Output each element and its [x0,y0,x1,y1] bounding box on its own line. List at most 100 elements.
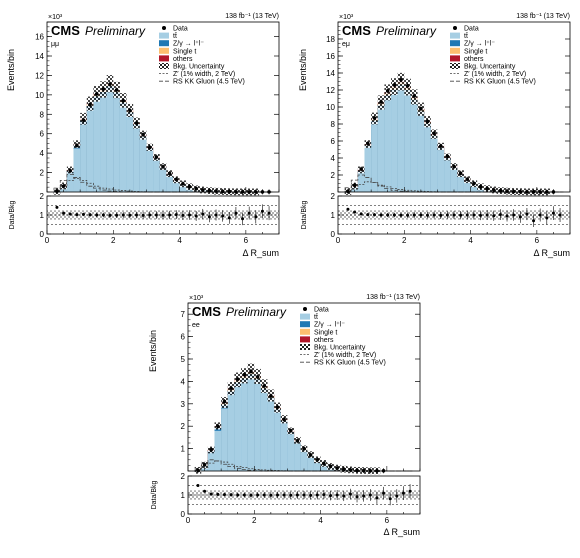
data-point-19 [181,182,185,186]
legend-swatch [300,314,310,320]
legend-label: tt̄ [314,313,318,321]
data-point-5 [379,100,383,104]
ratio-point-31 [402,492,405,495]
ratio-point-29 [539,214,542,217]
ratio-point-28 [532,219,535,222]
x-axis-label: Δ R_sum [242,248,279,258]
y-exponent-label: ×10³ [339,14,354,21]
data-point-7 [102,87,106,91]
channel-label: μμ [51,41,59,48]
stack-layer-tt-11 [127,114,134,192]
legend-label: Data [464,26,479,33]
data-point-11 [269,394,273,398]
stack-layer-tt-6 [384,97,391,192]
ratio-y-tick-label: 1 [331,211,336,220]
y-tick-label: 12 [35,71,44,80]
data-point-3 [216,424,220,428]
legend-swatch [450,33,460,39]
legend-label: RS KK Gluon (4.5 TeV) [314,360,386,367]
ratio-point-14 [148,214,151,217]
ratio-point-16 [453,214,456,217]
x-tick-label: 2 [402,236,407,245]
ratio-point-11 [128,214,131,217]
y-axis-label: Events/bin [148,330,158,372]
data-point-17 [309,453,313,457]
data-point-14 [148,146,152,150]
stack-layer-tt-13 [140,138,147,192]
legend-swatch [300,321,310,327]
x-tick-label: 0 [186,516,191,525]
ratio-point-18 [175,213,178,216]
data-point-17 [459,172,463,176]
data-point-3 [75,144,79,148]
ratio-point-29 [389,497,392,500]
stack-layer-tt-9 [113,95,120,192]
x-axis-label: Δ R_sum [533,248,570,258]
stack-layer-tt-2 [67,173,74,192]
data-point-6 [95,92,99,96]
data-point-20 [329,464,333,468]
ratio-point-30 [395,494,398,497]
ratio-point-22 [492,214,495,217]
ratio-point-26 [369,494,372,497]
ratio-point-8 [399,214,402,217]
cms-label: CMS [192,304,221,319]
ratio-point-27 [234,212,237,215]
data-point-6 [386,89,390,93]
stack-layer-tt-12 [424,124,431,192]
data-point-0 [196,469,200,473]
ratio-point-18 [316,494,319,497]
data-point-20 [479,185,483,189]
stack-layer-tt-4 [371,122,378,192]
preliminary-label: Preliminary [85,24,146,38]
stack-layer-tt-15 [294,442,301,471]
legend-swatch [450,48,460,54]
legend-label: Data [173,26,188,33]
cms-label: CMS [51,23,80,38]
ratio-point-3 [216,493,219,496]
legend-marker-data [303,307,307,311]
y-tick-label: 14 [326,69,335,78]
ratio-point-2 [210,493,213,496]
data-point-4 [82,118,86,122]
data-point-10 [121,99,125,103]
y-tick-label: 8 [40,110,45,119]
ratio-y-axis-label: Data/Bkg [9,200,16,229]
legend-swatch [159,40,169,46]
legend-swatch [300,329,310,335]
data-point-1 [203,463,207,467]
legend-marker-data [453,26,457,30]
ratio-point-0 [346,208,349,211]
legend-label: tt̄ [173,32,177,40]
ratio-point-21 [336,494,339,497]
ratio-point-25 [512,214,515,217]
ratio-point-31 [261,210,264,213]
data-point-24 [505,189,509,193]
channel-label: eμ [342,41,350,48]
data-point-5 [88,103,92,107]
data-point-25 [221,190,225,194]
x-tick-label: 6 [244,236,249,245]
ratio-point-6 [236,494,239,497]
data-point-14 [439,144,443,148]
lumi-label: 138 fb⁻¹ (13 TeV) [366,294,420,301]
legend-swatch [159,55,169,61]
ratio-y-axis-label: Data/Bkg [301,200,308,229]
ratio-point-2 [360,213,363,216]
legend-swatch [450,40,460,46]
ratio-point-12 [276,494,279,497]
ratio-point-32 [559,214,562,217]
data-point-6 [236,377,240,381]
ratio-point-5 [89,213,92,216]
ratio-point-1 [353,211,356,214]
y-tick-label: 8 [331,120,336,129]
data-point-2 [359,167,363,171]
stack-layer-tt-11 [418,112,425,192]
legend-label: Z′ (1% width, 2 TeV) [173,71,235,78]
data-point-17 [168,172,172,176]
stack-layer-tt-10 [411,100,418,192]
ratio-point-25 [362,494,365,497]
stack-layer-tt-11 [268,399,275,471]
y-tick-label: 3 [181,400,186,409]
data-point-25 [362,469,366,473]
